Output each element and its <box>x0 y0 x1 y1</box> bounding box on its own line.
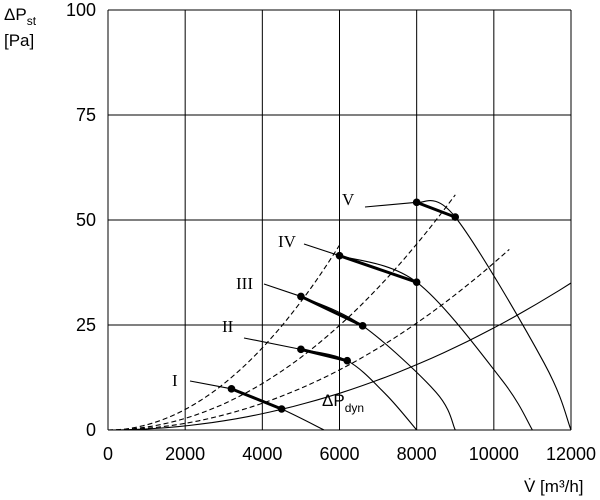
y-tick-label: 75 <box>76 105 96 125</box>
operating-point-V-start <box>412 198 421 207</box>
x-tick-label: 0 <box>103 444 113 464</box>
leader-line-III <box>263 283 302 297</box>
operating-ranges <box>227 198 460 413</box>
operating-point-III-start <box>297 292 305 301</box>
operating-range-III <box>300 295 364 328</box>
x-tick-label: 12000 <box>546 444 596 464</box>
y-axis-label-sub: st <box>27 14 37 28</box>
operating-range-IV <box>339 254 418 284</box>
curve-label-IV: IV <box>278 232 297 251</box>
y-tick-label: 0 <box>86 420 96 440</box>
x-tick-label: 4000 <box>242 444 282 464</box>
y-axis-unit: [Pa] <box>4 31 34 50</box>
leader-line-V <box>364 201 417 208</box>
system-lines <box>107 194 510 431</box>
operating-point-II-end <box>343 356 352 365</box>
operating-point-I-start <box>227 385 236 393</box>
grid <box>107 9 572 431</box>
y-tick-label: 50 <box>76 210 96 230</box>
operating-point-III-end <box>358 322 367 330</box>
system-line-2 <box>107 194 456 431</box>
leader-line-II <box>243 337 302 350</box>
leader-line-I <box>189 380 232 390</box>
curve-label-II: II <box>222 317 234 336</box>
x-axis-label: V̇ [m³/h] <box>524 477 584 496</box>
dynamic-pressure-label: ΔPdyn <box>322 391 364 415</box>
fan-curve-IV <box>339 255 533 431</box>
operating-range-V <box>416 200 456 219</box>
fan-curve-III <box>300 295 456 431</box>
system-line-3 <box>107 248 510 431</box>
x-tick-label: 2000 <box>165 444 205 464</box>
curve-label-I: I <box>172 371 178 390</box>
y-axis-label-main: ΔP <box>4 5 27 24</box>
dynamic-pressure-curve <box>107 282 572 431</box>
leader-line-IV <box>303 243 340 257</box>
operating-point-II-start <box>297 345 305 354</box>
curve-label-III: III <box>236 274 253 293</box>
system-line-1 <box>107 244 340 431</box>
operating-point-I-end <box>277 405 286 413</box>
operating-point-V-end <box>451 213 460 221</box>
operating-range-II <box>300 347 348 363</box>
fan-curve-II <box>300 348 418 431</box>
x-tick-label: 6000 <box>319 444 359 464</box>
y-tick-label: 100 <box>66 0 96 20</box>
curve-label-V: V <box>342 190 355 209</box>
tick-labels: 0 2000 4000 6000 8000 10000 12000 0 25 50 75 100 <box>66 0 596 464</box>
fan-curve-V <box>416 200 572 431</box>
operating-point-IV-end <box>412 278 421 286</box>
x-tick-label: 10000 <box>469 444 519 464</box>
y-axis-label: ΔPst <box>4 5 37 28</box>
x-tick-label: 8000 <box>397 444 437 464</box>
y-tick-label: 25 <box>76 315 96 335</box>
dynamic-pressure-line: ΔPdyn <box>107 282 572 431</box>
